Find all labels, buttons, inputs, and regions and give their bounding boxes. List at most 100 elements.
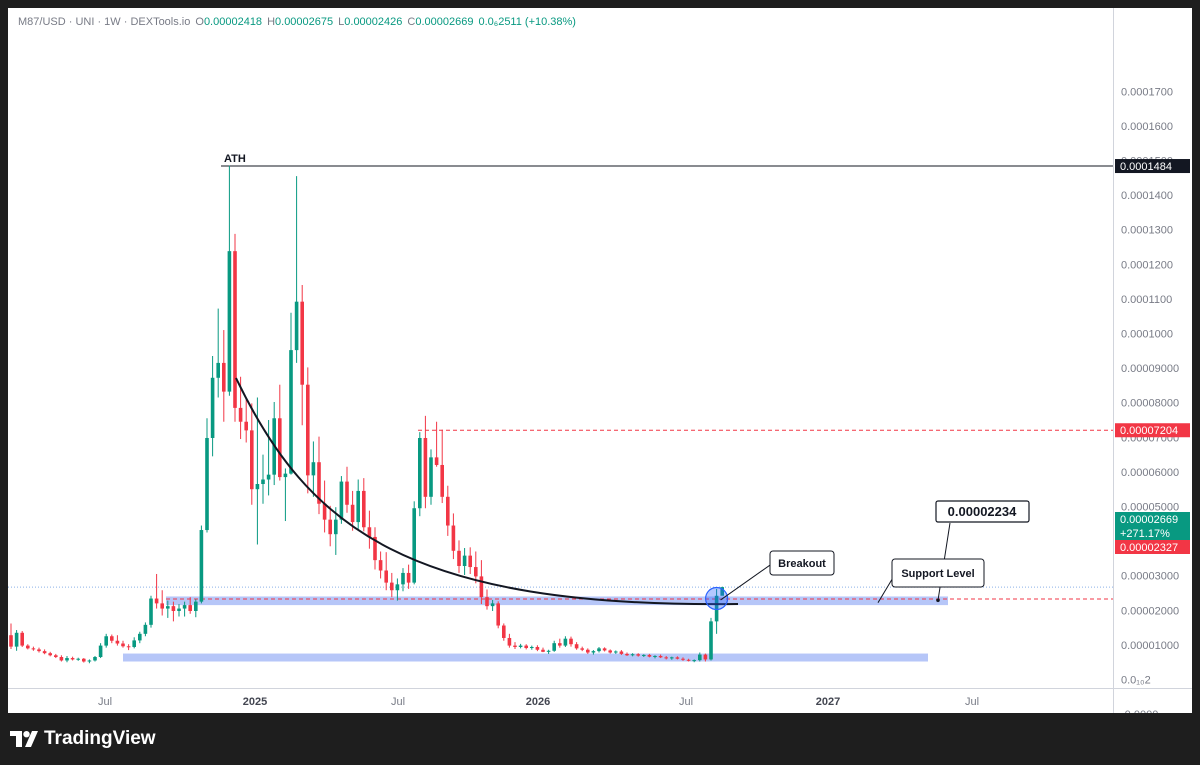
- candle[interactable]: [154, 573, 159, 609]
- candle[interactable]: [278, 384, 282, 481]
- candle[interactable]: [311, 441, 316, 497]
- candle[interactable]: [20, 631, 24, 647]
- candle[interactable]: [490, 599, 495, 611]
- candle[interactable]: [367, 510, 372, 549]
- candle[interactable]: [602, 647, 607, 652]
- candle[interactable]: [440, 429, 444, 504]
- candle[interactable]: [563, 636, 568, 647]
- candle[interactable]: [378, 551, 383, 579]
- candle[interactable]: [468, 547, 472, 574]
- candle[interactable]: [82, 658, 86, 663]
- candle[interactable]: [580, 646, 584, 652]
- candle[interactable]: [356, 479, 360, 529]
- candle[interactable]: [675, 656, 680, 660]
- candle[interactable]: [434, 421, 439, 467]
- candle[interactable]: [59, 655, 64, 662]
- candle[interactable]: [614, 650, 618, 654]
- candle[interactable]: [642, 654, 646, 658]
- candle[interactable]: [518, 643, 523, 649]
- candle[interactable]: [474, 551, 478, 584]
- candle[interactable]: [300, 285, 304, 426]
- candle[interactable]: [535, 645, 540, 652]
- candle[interactable]: [714, 588, 719, 634]
- candle[interactable]: [558, 638, 562, 648]
- candle[interactable]: [625, 652, 629, 656]
- candle[interactable]: [255, 397, 260, 545]
- candle[interactable]: [266, 420, 271, 496]
- candle[interactable]: [42, 649, 47, 655]
- candle[interactable]: [395, 578, 400, 601]
- candle[interactable]: [373, 527, 377, 570]
- candle[interactable]: [9, 623, 13, 650]
- candle[interactable]: [586, 648, 590, 654]
- candle[interactable]: [14, 630, 19, 651]
- candle[interactable]: [457, 540, 461, 573]
- candle[interactable]: [350, 490, 355, 531]
- candle[interactable]: [294, 176, 299, 363]
- candle[interactable]: [597, 646, 601, 653]
- price-axis[interactable]: [1113, 8, 1192, 713]
- candle[interactable]: [54, 653, 58, 659]
- candle[interactable]: [98, 643, 103, 659]
- candle[interactable]: [619, 650, 624, 655]
- candle[interactable]: [552, 640, 556, 652]
- candle[interactable]: [26, 644, 30, 650]
- candle[interactable]: [530, 645, 534, 650]
- candle[interactable]: [546, 649, 551, 654]
- candle[interactable]: [31, 646, 36, 651]
- candle[interactable]: [647, 653, 652, 658]
- breakout-callout-box[interactable]: [769, 550, 835, 576]
- candle[interactable]: [339, 476, 344, 524]
- candle[interactable]: [138, 631, 142, 644]
- candle[interactable]: [289, 312, 293, 475]
- candle[interactable]: [423, 415, 428, 509]
- candle[interactable]: [306, 367, 310, 494]
- candle[interactable]: [692, 659, 696, 663]
- candle[interactable]: [283, 468, 288, 522]
- candle[interactable]: [401, 568, 405, 592]
- candle[interactable]: [93, 655, 97, 662]
- candle[interactable]: [362, 478, 366, 532]
- candle[interactable]: [451, 513, 456, 560]
- candle[interactable]: [608, 649, 612, 654]
- candle[interactable]: [317, 436, 321, 515]
- candle[interactable]: [227, 165, 232, 396]
- candle[interactable]: [126, 644, 131, 651]
- candle[interactable]: [110, 634, 114, 644]
- candle[interactable]: [569, 636, 573, 647]
- breakout-circle[interactable]: [704, 586, 729, 611]
- candle[interactable]: [686, 658, 691, 662]
- candle[interactable]: [132, 637, 136, 649]
- candle[interactable]: [664, 655, 668, 660]
- candle[interactable]: [121, 640, 125, 648]
- candle[interactable]: [720, 586, 724, 596]
- candle[interactable]: [462, 548, 467, 576]
- candle[interactable]: [87, 659, 92, 664]
- candle[interactable]: [681, 657, 685, 661]
- candle[interactable]: [345, 466, 349, 513]
- candle[interactable]: [698, 652, 702, 662]
- candle[interactable]: [513, 642, 517, 650]
- candle[interactable]: [166, 600, 170, 618]
- candle[interactable]: [412, 501, 416, 585]
- candle[interactable]: [244, 397, 248, 443]
- candle[interactable]: [250, 403, 254, 505]
- candle[interactable]: [653, 655, 657, 659]
- candle[interactable]: [524, 644, 528, 650]
- candle[interactable]: [188, 597, 192, 614]
- candle[interactable]: [205, 418, 209, 533]
- candle[interactable]: [670, 656, 674, 660]
- candle[interactable]: [328, 505, 332, 547]
- candle[interactable]: [703, 653, 708, 662]
- candle[interactable]: [658, 654, 663, 659]
- candle[interactable]: [636, 653, 640, 657]
- candle[interactable]: [418, 432, 422, 517]
- candle[interactable]: [65, 655, 69, 663]
- candle[interactable]: [222, 330, 226, 422]
- candle[interactable]: [630, 653, 635, 657]
- candle[interactable]: [485, 589, 489, 610]
- candle[interactable]: [390, 572, 394, 598]
- candle[interactable]: [216, 308, 220, 398]
- candle[interactable]: [507, 633, 512, 648]
- candle[interactable]: [591, 650, 596, 655]
